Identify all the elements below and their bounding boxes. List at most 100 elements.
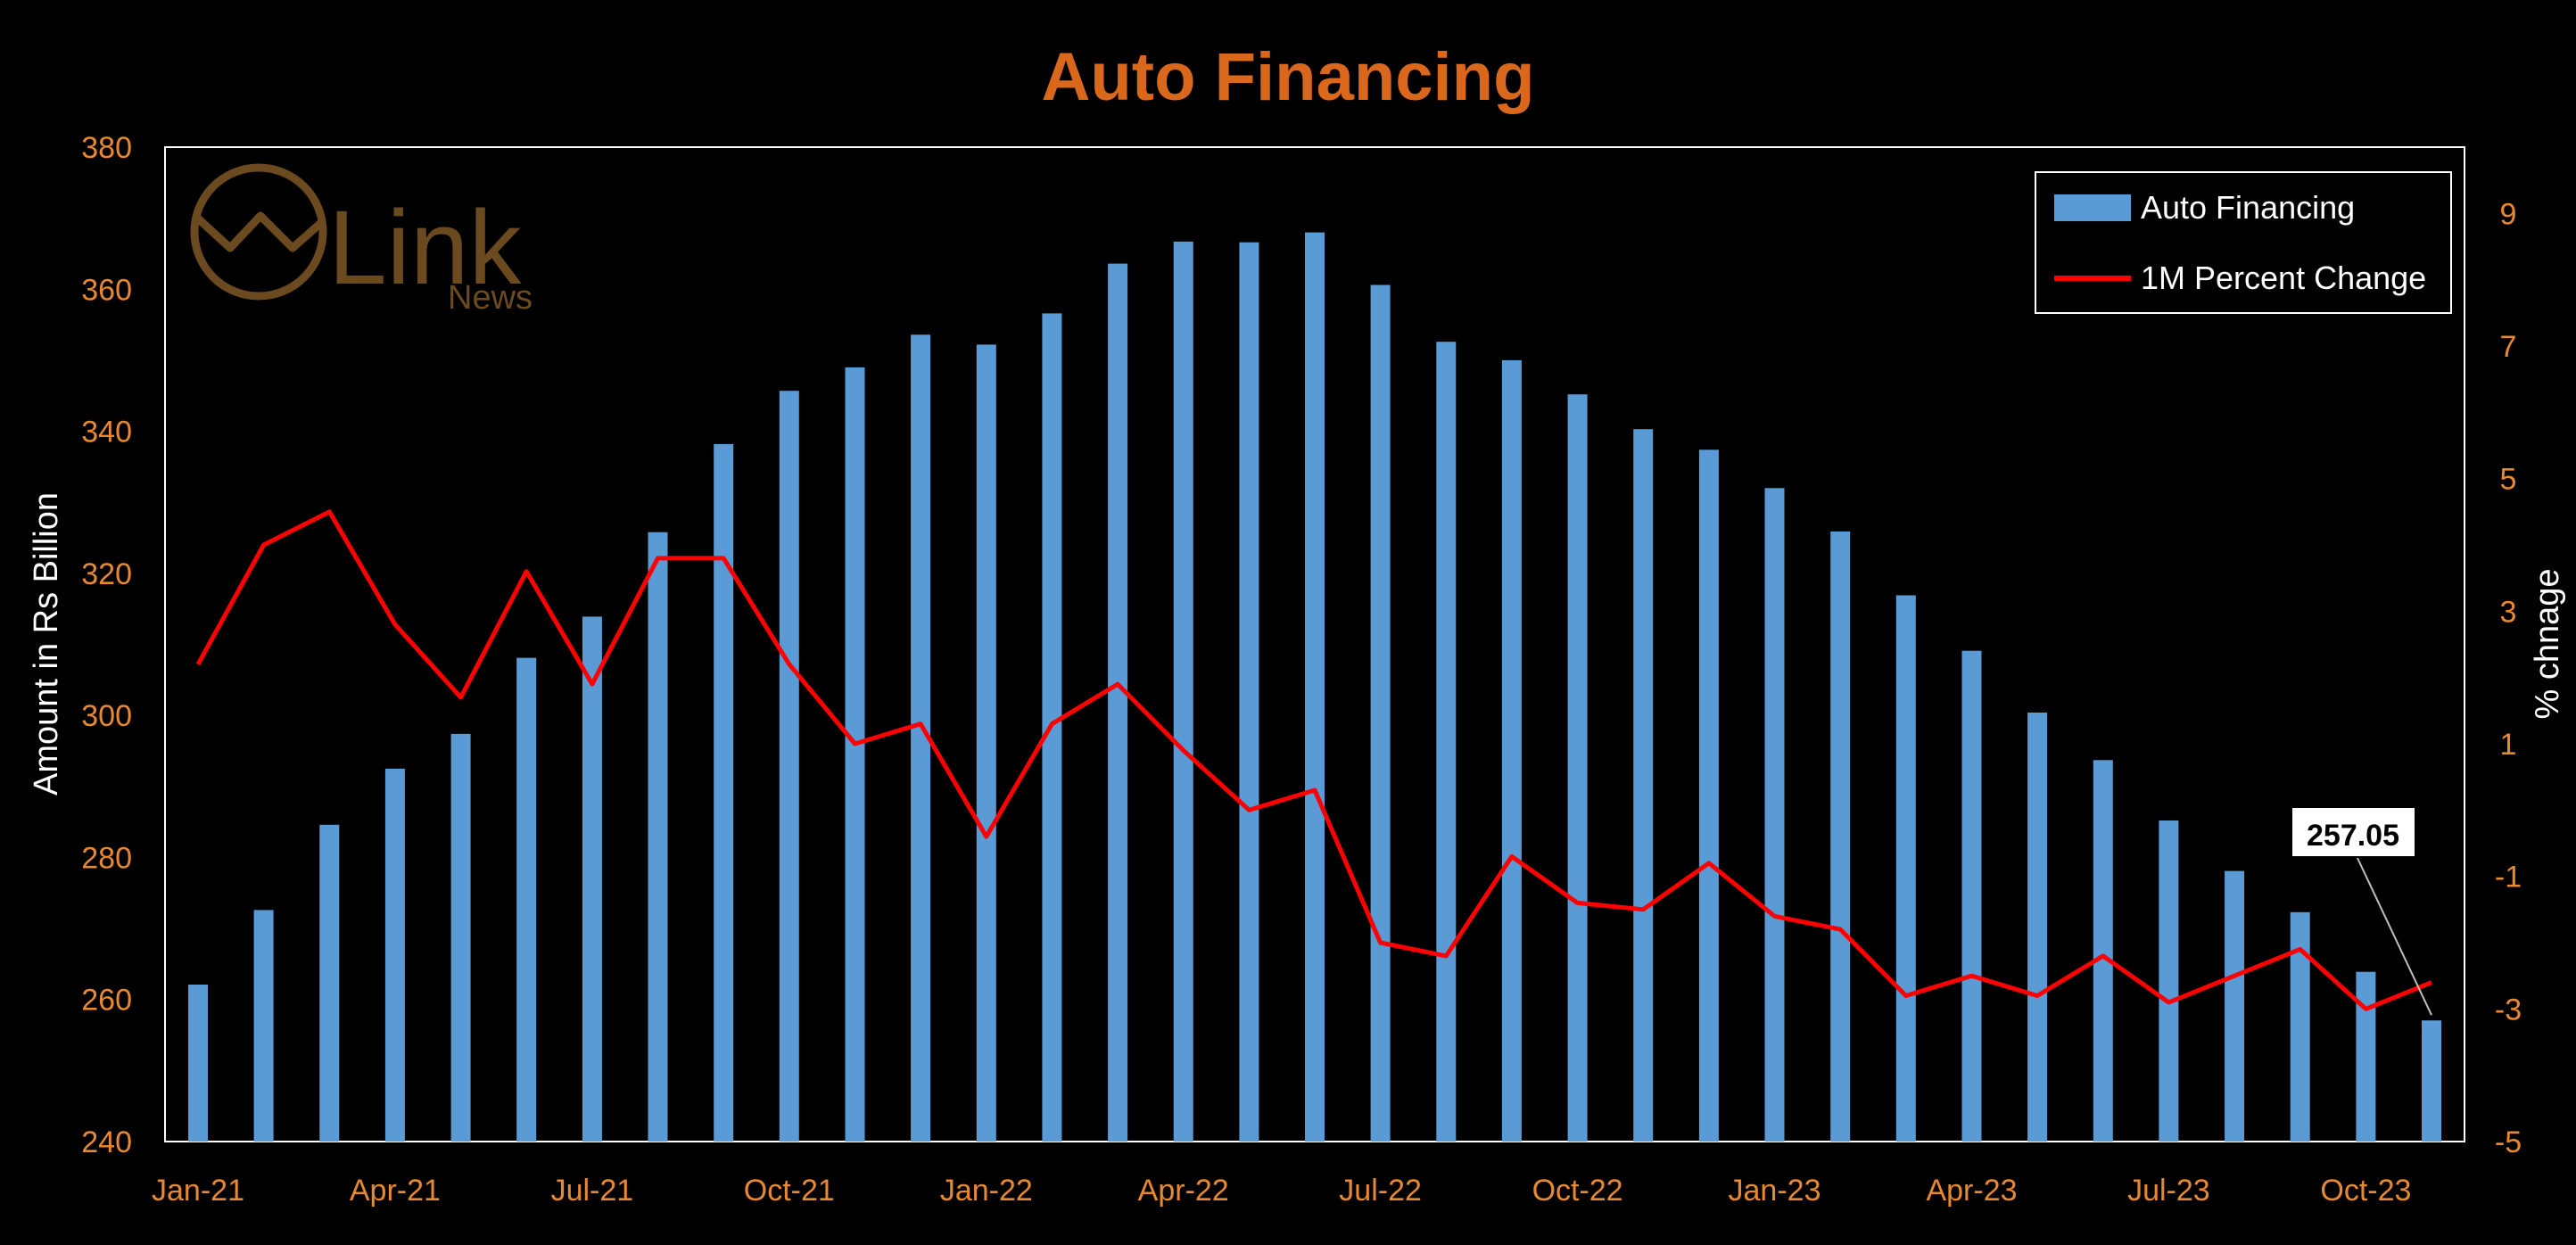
- line-point-aug-23: [2233, 975, 2235, 977]
- x-tick-jul-23: Jul-23: [2127, 1174, 2210, 1208]
- line-point-may-22: [1248, 809, 1250, 811]
- bar-feb-23: [1830, 531, 1851, 1142]
- bar-feb-21: [253, 910, 274, 1142]
- line-series-1m-percent-change: [195, 509, 2432, 1011]
- link-news-logo: Link News: [190, 163, 533, 317]
- bar-nov-21: [845, 367, 865, 1142]
- y-tick-380: 380: [81, 131, 132, 165]
- logo-ring-icon: [190, 163, 327, 301]
- bar-jun-22: [1305, 232, 1325, 1142]
- line-point-feb-21: [263, 544, 265, 546]
- legend-label-1m-percent-change: 1M Percent Change: [2141, 260, 2426, 296]
- y-tick-240: 240: [81, 1125, 132, 1159]
- bar-mar-21: [319, 824, 340, 1142]
- y-tick-260: 260: [81, 984, 132, 1018]
- logo-mountain-icon: [194, 211, 326, 252]
- callout-box: [2291, 806, 2416, 858]
- y-tick-280: 280: [81, 841, 132, 875]
- line-point-oct-23: [2365, 1008, 2366, 1010]
- bar-sep-23: [2290, 911, 2310, 1142]
- legend: Auto Financing 1M Percent Change: [2035, 171, 2452, 314]
- line-point-jul-21: [591, 683, 593, 685]
- bar-dec-21: [911, 334, 931, 1142]
- bar-jun-23: [2093, 760, 2113, 1142]
- line-point-jun-22: [1314, 789, 1316, 791]
- bar-apr-22: [1173, 241, 1193, 1142]
- y-axis-right-ticks: 9 7 5 3 1 -1 -3 -5: [2495, 197, 2522, 1159]
- y2-tick-1: 1: [2500, 728, 2517, 762]
- chart-title: Auto Financing: [1041, 39, 1534, 115]
- bar-jan-22: [976, 344, 996, 1142]
- bar-jan-21: [188, 985, 208, 1142]
- line-point-sep-22: [1511, 855, 1513, 857]
- y2-tick--1: -1: [2495, 861, 2522, 895]
- line-point-jan-23: [1774, 915, 1775, 917]
- bar-may-23: [2027, 713, 2048, 1142]
- line-point-mar-23: [1905, 995, 1907, 996]
- line-point-mar-21: [328, 511, 330, 513]
- bar-oct-21: [779, 391, 799, 1142]
- line-point-jul-22: [1380, 942, 1382, 944]
- callout-leader-line: [2356, 855, 2432, 1016]
- y-tick-360: 360: [81, 273, 132, 307]
- y2-tick-3: 3: [2500, 595, 2517, 629]
- bar-jan-23: [1764, 488, 1785, 1142]
- x-tick-jan-21: Jan-21: [152, 1174, 244, 1208]
- y2-tick--3: -3: [2495, 993, 2522, 1027]
- bar-sep-22: [1501, 359, 1522, 1142]
- legend-label-auto-financing: Auto Financing: [2141, 189, 2355, 226]
- line-point-aug-22: [1445, 955, 1447, 957]
- line-point-dec-22: [1708, 862, 1710, 864]
- y2-tick-9: 9: [2500, 197, 2517, 231]
- bar-aug-22: [1436, 342, 1457, 1142]
- bar-aug-23: [2225, 870, 2245, 1142]
- line-point-jun-23: [2102, 955, 2104, 957]
- x-tick-apr-21: Apr-21: [350, 1174, 441, 1208]
- bar-jun-21: [516, 657, 537, 1142]
- x-tick-jan-23: Jan-23: [1729, 1174, 1821, 1208]
- x-tick-jul-22: Jul-22: [1339, 1174, 1422, 1208]
- x-tick-jul-21: Jul-21: [551, 1174, 634, 1208]
- logo-sub: News: [448, 279, 533, 317]
- y-tick-320: 320: [81, 557, 132, 591]
- y-tick-340: 340: [81, 416, 132, 449]
- y2-tick-7: 7: [2500, 330, 2517, 364]
- x-axis-ticks: Jan-21 Apr-21 Jul-21 Oct-21 Jan-22 Apr-22 Jul-…: [152, 1174, 2411, 1208]
- bar-oct-22: [1567, 394, 1588, 1142]
- y-axis-left-ticks: 380 360 340 320 300 280 260 240: [81, 131, 132, 1159]
- line-point-mar-22: [1117, 683, 1119, 685]
- line-point-apr-23: [1971, 975, 1972, 977]
- y2-tick--5: -5: [2495, 1125, 2522, 1159]
- bar-jul-21: [582, 616, 602, 1142]
- bar-apr-21: [384, 768, 405, 1142]
- line-point-apr-22: [1183, 749, 1185, 751]
- x-tick-oct-23: Oct-23: [2320, 1174, 2411, 1208]
- line-point-may-21: [460, 697, 462, 698]
- y-tick-300: 300: [81, 699, 132, 733]
- bar-may-21: [450, 733, 471, 1142]
- line-point-apr-21: [394, 623, 396, 625]
- bar-oct-23: [2356, 971, 2376, 1142]
- line-point-sep-23: [2299, 948, 2301, 950]
- x-tick-jan-22: Jan-22: [940, 1174, 1033, 1208]
- logo-word: Link: [328, 189, 522, 307]
- y2-axis-label: % chnage: [2529, 568, 2566, 719]
- x-tick-apr-23: Apr-23: [1926, 1174, 2017, 1208]
- bar-may-22: [1239, 242, 1259, 1142]
- line-point-may-23: [2036, 995, 2038, 996]
- bar-nov-23: [2422, 1020, 2441, 1142]
- line-point-aug-21: [657, 557, 658, 559]
- y2-tick-5: 5: [2500, 463, 2517, 497]
- x-tick-oct-22: Oct-22: [1532, 1174, 1623, 1208]
- line-point-sep-21: [722, 557, 724, 559]
- bar-sep-21: [714, 443, 734, 1142]
- bar-apr-23: [1961, 650, 1982, 1142]
- bar-series-auto-financing: [188, 232, 2441, 1142]
- x-tick-oct-21: Oct-21: [744, 1174, 835, 1208]
- legend-swatch-bar: [2054, 194, 2131, 221]
- y-axis-label: Amount in Rs Billion: [28, 492, 65, 796]
- line-point-nov-22: [1642, 909, 1644, 911]
- bar-jul-22: [1370, 284, 1391, 1142]
